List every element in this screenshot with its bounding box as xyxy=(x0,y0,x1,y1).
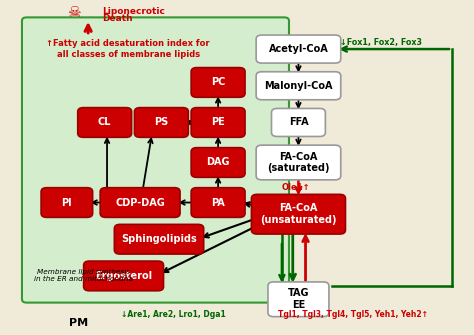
Text: Acetyl-CoA: Acetyl-CoA xyxy=(269,44,328,54)
FancyBboxPatch shape xyxy=(78,108,132,137)
Text: Ergosterol: Ergosterol xyxy=(95,271,152,281)
Text: FA-CoA
(unsaturated): FA-CoA (unsaturated) xyxy=(260,203,337,225)
Text: FFA: FFA xyxy=(289,118,308,127)
FancyBboxPatch shape xyxy=(114,224,204,254)
Text: Malonyl-CoA: Malonyl-CoA xyxy=(264,81,333,91)
Text: ☠: ☠ xyxy=(67,5,81,20)
Text: TAG
EE: TAG EE xyxy=(288,288,309,310)
Text: Ole1↑: Ole1↑ xyxy=(282,183,310,192)
FancyBboxPatch shape xyxy=(191,68,245,97)
Text: Tgl1, Tgl3, Tgl4, Tgl5, Yeh1, Yeh2↑: Tgl1, Tgl3, Tgl4, Tgl5, Yeh1, Yeh2↑ xyxy=(278,311,428,320)
FancyBboxPatch shape xyxy=(256,72,341,100)
FancyBboxPatch shape xyxy=(251,194,346,234)
Text: ↓Fox1, Fox2, Fox3: ↓Fox1, Fox2, Fox3 xyxy=(340,38,422,47)
Text: Death: Death xyxy=(102,13,133,22)
FancyBboxPatch shape xyxy=(191,188,245,217)
FancyBboxPatch shape xyxy=(135,108,188,137)
Text: DAG: DAG xyxy=(206,157,230,168)
Text: PM: PM xyxy=(69,318,88,328)
FancyBboxPatch shape xyxy=(272,109,325,136)
Text: Liponecrotic: Liponecrotic xyxy=(102,7,165,16)
Text: FA-CoA
(saturated): FA-CoA (saturated) xyxy=(267,152,330,173)
Text: PS: PS xyxy=(154,118,169,127)
Text: ↑Fatty acid desaturation index for
all classes of membrane lipids: ↑Fatty acid desaturation index for all c… xyxy=(46,40,210,59)
FancyBboxPatch shape xyxy=(256,145,341,180)
Text: PA: PA xyxy=(211,198,225,207)
FancyBboxPatch shape xyxy=(83,261,164,291)
Text: CL: CL xyxy=(98,118,111,127)
FancyBboxPatch shape xyxy=(191,148,245,177)
FancyBboxPatch shape xyxy=(256,35,341,63)
FancyBboxPatch shape xyxy=(41,188,92,217)
Text: CDP-DAG: CDP-DAG xyxy=(115,198,165,207)
Text: Membrane lipid synthesis
in the ER and mitochondria: Membrane lipid synthesis in the ER and m… xyxy=(34,269,133,282)
Text: PI: PI xyxy=(62,198,72,207)
FancyBboxPatch shape xyxy=(22,17,289,303)
FancyBboxPatch shape xyxy=(100,188,180,217)
Text: ↓Are1, Are2, Lro1, Dga1: ↓Are1, Are2, Lro1, Dga1 xyxy=(121,311,226,320)
FancyBboxPatch shape xyxy=(268,282,329,317)
Text: PC: PC xyxy=(211,77,225,87)
Text: PE: PE xyxy=(211,118,225,127)
Text: Sphingolipids: Sphingolipids xyxy=(121,234,197,244)
FancyBboxPatch shape xyxy=(191,108,245,137)
